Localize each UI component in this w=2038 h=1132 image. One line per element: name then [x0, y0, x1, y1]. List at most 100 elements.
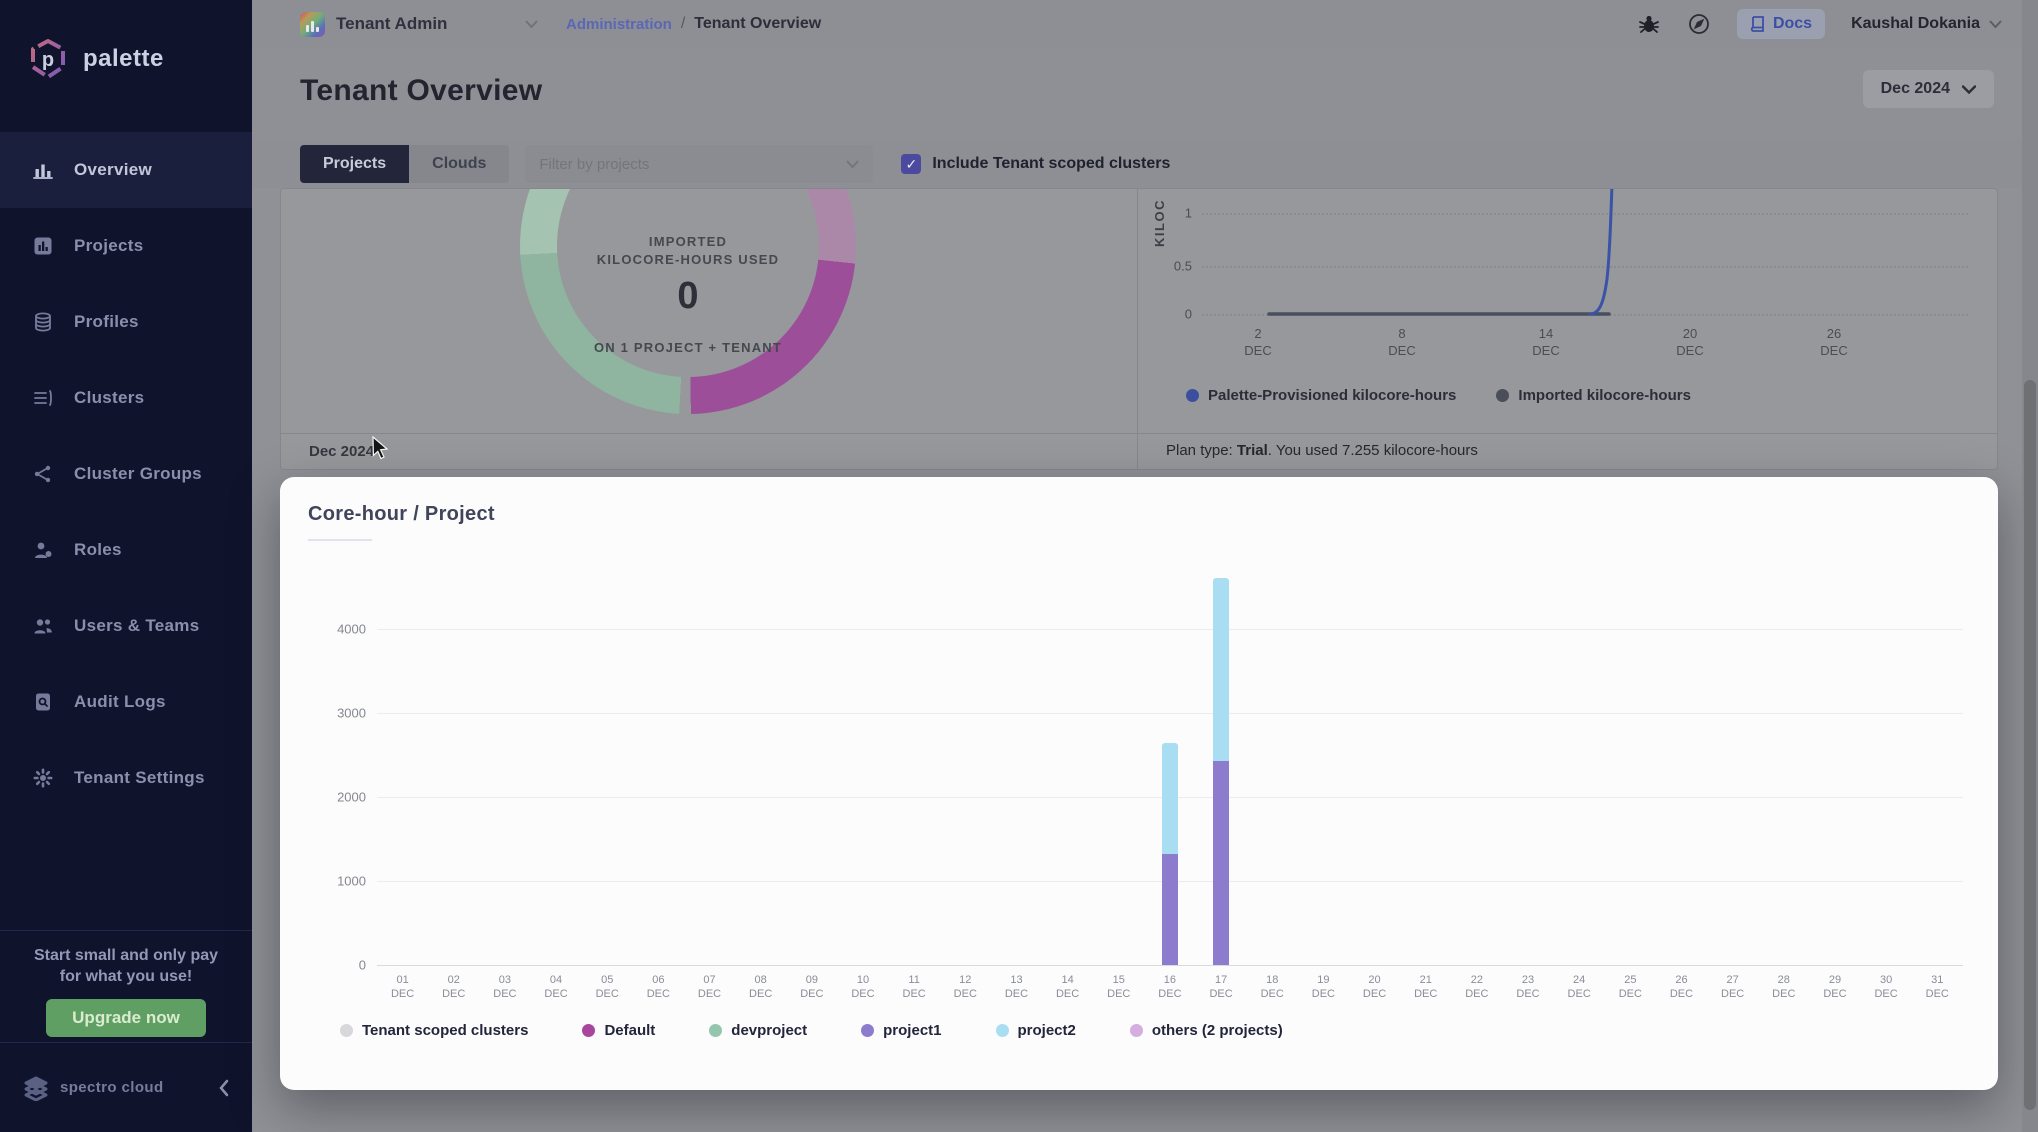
- scope-selector[interactable]: Tenant Admin: [300, 11, 538, 37]
- bar-xlabel-30-dec: 30 DEC: [1874, 974, 1898, 1000]
- bar-column-09-dec: [786, 577, 837, 965]
- vertical-scrollbar-thumb[interactable]: [2024, 380, 2036, 1110]
- bar-columns: [377, 577, 1963, 965]
- legend-label: Imported kilocore-hours: [1518, 387, 1691, 404]
- bar-xlabel-08-dec: 08 DEC: [749, 974, 773, 1000]
- vertical-scrollbar-track[interactable]: [2022, 0, 2038, 1132]
- bar-xlabel-09-dec: 09 DEC: [800, 974, 824, 1000]
- sidebar-item-label: Profiles: [74, 312, 139, 331]
- sidebar-item-profiles[interactable]: Profiles: [0, 284, 252, 360]
- legend-dot: [1129, 1024, 1143, 1037]
- upgrade-promo: Start small and only pay for what you us…: [0, 930, 252, 1037]
- bar-column-01-dec: [377, 577, 428, 965]
- sidebar-item-audit-logs[interactable]: Audit Logs: [0, 664, 252, 740]
- sidebar-item-overview[interactable]: Overview: [0, 132, 252, 208]
- sidebar-item-label: Tenant Settings: [74, 768, 205, 787]
- bar-column-07-dec: [684, 577, 735, 965]
- bar-column-20-dec: [1349, 577, 1400, 965]
- sidebar-item-label: Roles: [74, 540, 122, 559]
- roles-icon: [32, 539, 54, 561]
- line-xtick: 20 DEC: [1676, 326, 1704, 358]
- period-label: Dec 2024: [1880, 80, 1950, 97]
- breadcrumb-current: Tenant Overview: [694, 15, 822, 32]
- user-menu[interactable]: Kaushal Dokania: [1851, 15, 2002, 33]
- legend-item-palette-provisioned-kilocore-hours[interactable]: Palette-Provisioned kilocore-hours: [1186, 387, 1456, 404]
- bar-xlabel-31-dec: 31 DEC: [1925, 974, 1949, 1000]
- projects-icon: [32, 235, 54, 257]
- sidebar-item-cluster-groups[interactable]: Cluster Groups: [0, 436, 252, 512]
- sidebar-item-projects[interactable]: Projects: [0, 208, 252, 284]
- page-header: Tenant Overview Dec 2024: [252, 48, 2038, 140]
- bar-xlabel-17-dec: 17 DEC: [1209, 974, 1233, 1000]
- legend-item-project2[interactable]: project2: [995, 1022, 1076, 1039]
- legend-item-default[interactable]: Default: [582, 1022, 655, 1039]
- bar-xlabel-25-dec: 25 DEC: [1618, 974, 1642, 1000]
- chevron-down-icon: [1989, 20, 2002, 28]
- legend-item-tenant-scoped-clusters[interactable]: Tenant scoped clusters: [340, 1022, 528, 1039]
- bar-xlabel-10-dec: 10 DEC: [851, 974, 875, 1000]
- plan-suffix: . You used 7.255 kilocore-hours: [1267, 442, 1478, 459]
- donut-caption-line2: KILOCORE-HOURS USED: [596, 252, 780, 267]
- tab-clouds[interactable]: Clouds: [409, 145, 510, 183]
- upgrade-now-button[interactable]: Upgrade now: [46, 999, 206, 1037]
- sidebar-item-users-teams[interactable]: Users & Teams: [0, 588, 252, 664]
- plan-prefix: Plan type:: [1166, 442, 1237, 459]
- bar-column-29-dec: [1809, 577, 1860, 965]
- bar-xlabel-05-dec: 05 DEC: [595, 974, 619, 1000]
- sidebar-item-label: Clusters: [74, 388, 145, 407]
- sidebar-item-tenant-settings[interactable]: Tenant Settings: [0, 740, 252, 816]
- sidebar-item-clusters[interactable]: Clusters: [0, 360, 252, 436]
- bar-xlabel-29-dec: 29 DEC: [1823, 974, 1847, 1000]
- filter-by-projects-select[interactable]: Filter by projects: [525, 145, 874, 183]
- sidebar-item-roles[interactable]: Roles: [0, 512, 252, 588]
- breadcrumb-administration[interactable]: Administration: [566, 15, 672, 33]
- bar-column-23-dec: [1502, 577, 1553, 965]
- bar-column-28-dec: [1758, 577, 1809, 965]
- donut-center-text: IMPORTED KILOCORE-HOURS USED 0 ON 1 PROJ…: [281, 233, 1095, 355]
- scope-tabs: Projects Clouds: [300, 145, 510, 183]
- sidebar-nav: Overview Projects Profiles Clusters Cluster …: [0, 132, 252, 816]
- bar-column-21-dec: [1400, 577, 1451, 965]
- legend-item-devproject[interactable]: devproject: [709, 1022, 807, 1039]
- spectro-cloud-wordmark: spectro cloud: [60, 1079, 164, 1096]
- bar-xlabel-03-dec: 03 DEC: [493, 974, 517, 1000]
- bar-xlabel-13-dec: 13 DEC: [1004, 974, 1029, 1000]
- bar-segment-project1: [1213, 760, 1230, 965]
- legend-item-project1[interactable]: project1: [861, 1022, 942, 1039]
- filter-placeholder: Filter by projects: [539, 155, 650, 173]
- sidebar-item-label: Overview: [74, 160, 153, 179]
- kilocore-line-card: KILOC 1 0.5 0 2 DEC 8 DEC 14 DEC 20 DEC 26 DE…: [1138, 189, 1997, 469]
- bar-column-11-dec: [889, 577, 940, 965]
- bar-xlabel-21-dec: 21 DEC: [1414, 974, 1438, 1000]
- cluster-groups-icon: [32, 463, 54, 485]
- compass-icon[interactable]: [1687, 12, 1711, 36]
- legend-label: Palette-Provisioned kilocore-hours: [1208, 387, 1457, 404]
- bug-report-icon[interactable]: [1637, 12, 1661, 36]
- include-tenant-scoped-checkbox[interactable]: ✓ Include Tenant scoped clusters: [901, 154, 1170, 174]
- bar-xlabel-28-dec: 28 DEC: [1772, 974, 1796, 1000]
- bar-xlabel-06-dec: 06 DEC: [646, 974, 670, 1000]
- period-selector-button[interactable]: Dec 2024: [1862, 70, 1994, 108]
- card-divider: [1138, 433, 1997, 434]
- bar-xlabel-16-dec: 16 DEC: [1158, 974, 1182, 1000]
- clusters-icon: [32, 387, 54, 409]
- palette-logo[interactable]: p palette: [0, 0, 252, 117]
- tab-projects[interactable]: Projects: [300, 145, 410, 183]
- users-teams-icon: [32, 615, 54, 637]
- legend-item-others-2-projects-[interactable]: others (2 projects): [1129, 1022, 1283, 1039]
- bar-xlabel-07-dec: 07 DEC: [697, 974, 722, 1000]
- bar-column-14-dec: [1042, 577, 1093, 965]
- docs-button[interactable]: Docs: [1736, 9, 1826, 39]
- line-ytick-1: 1: [1184, 205, 1192, 221]
- sidebar-collapse-icon[interactable]: [218, 1079, 230, 1097]
- bar-column-02-dec: [428, 577, 479, 965]
- legend-dot: [995, 1024, 1009, 1037]
- sidebar-item-label: Cluster Groups: [74, 464, 202, 483]
- line-xtick: 26 DEC: [1820, 326, 1848, 358]
- bar-column-17-dec: [1196, 577, 1247, 965]
- bar-column-18-dec: [1247, 577, 1298, 965]
- docs-label: Docs: [1772, 15, 1813, 32]
- legend-item-imported-kilocore-hours[interactable]: Imported kilocore-hours: [1496, 387, 1691, 404]
- chevron-down-icon: [1962, 84, 1976, 94]
- topbar: Tenant Admin Administration / Tenant Ove…: [252, 0, 2038, 48]
